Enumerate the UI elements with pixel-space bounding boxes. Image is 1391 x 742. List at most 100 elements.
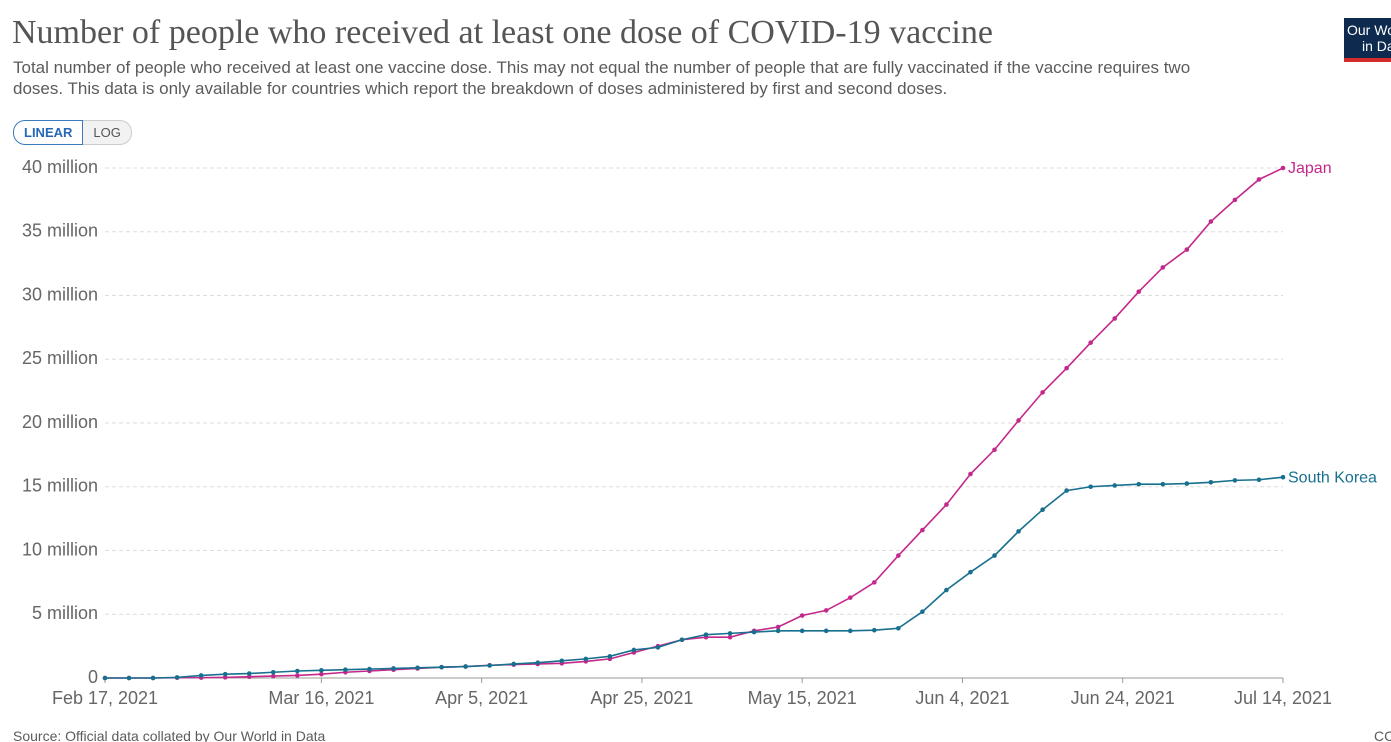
data-point [1136,481,1142,487]
data-point [1184,481,1190,486]
y-tick-label: 10 million [22,539,98,559]
data-point [295,673,300,678]
y-tick-label: 35 million [22,221,98,241]
data-point [270,673,276,679]
data-point [703,632,709,637]
log-button[interactable]: LOG [83,120,132,145]
data-point [391,666,396,671]
data-point [1184,247,1190,252]
y-tick-label: 0 [88,667,98,687]
data-point [270,669,276,675]
data-point [559,658,565,664]
data-point [920,609,925,614]
y-tick-label: 5 million [32,603,98,623]
data-point [246,674,252,680]
y-tick-label: 25 million [22,348,98,368]
logo-text: in Data [1362,38,1391,54]
x-tick-label: Feb 17, 2021 [52,688,158,708]
data-point [319,671,324,677]
data-point [1208,479,1214,485]
data-point [1208,219,1214,224]
data-point [607,654,613,659]
data-point [775,624,781,630]
x-tick-label: May 15, 2021 [748,688,857,708]
data-point [1112,483,1118,488]
y-tick-label: 40 million [22,157,98,177]
data-point [439,664,444,670]
data-point [823,608,829,613]
series-line [105,167,1284,679]
x-tick-label: Mar 16, 2021 [268,688,374,708]
data-point [1160,481,1166,487]
data-point [872,580,877,585]
data-point [968,569,973,575]
x-tick-label: Jun 4, 2021 [915,688,1009,708]
data-point [535,660,541,665]
data-point [896,625,901,631]
data-point [1040,507,1045,512]
logo-text: Our World [1347,22,1391,38]
data-point [222,671,228,677]
series-label: South Korea [1288,469,1377,486]
x-tick-label: Jul 14, 2021 [1234,688,1332,708]
data-point [1016,529,1021,534]
data-point [415,665,420,671]
data-point [343,667,348,673]
data-point [679,637,685,643]
data-point [1280,165,1286,171]
y-tick-label: 20 million [22,412,98,432]
data-point [295,668,300,674]
data-point [102,675,108,681]
data-point [727,631,733,636]
linear-button[interactable]: LINEAR [13,120,84,145]
license[interactable]: CC BY [1374,728,1391,742]
data-point [1136,289,1142,294]
data-point [198,673,204,678]
data-point [150,675,156,681]
data-point [1016,418,1021,423]
data-point [872,627,877,633]
data-point [1280,474,1286,480]
data-point [631,647,637,653]
data-point [222,675,228,680]
data-point [1256,477,1262,483]
data-point [896,553,901,558]
x-tick-label: Apr 25, 2021 [590,688,693,708]
data-point [920,527,925,533]
data-point [751,629,757,635]
logo[interactable]: Our World in Data [1344,18,1391,62]
data-point [463,664,468,669]
series-label: Japan [1288,160,1332,177]
data-point [319,668,324,673]
data-point [847,628,853,634]
data-point [727,634,733,640]
data-point [1088,340,1093,345]
data-point [799,613,805,618]
scale-toggle: LINEAR LOG [13,120,132,145]
data-point [992,553,997,558]
data-point [1232,197,1238,203]
data-point [775,628,781,634]
data-point [823,628,829,634]
data-point [583,656,589,662]
data-point [487,663,492,668]
source: Source: Official data collated by Our Wo… [13,728,326,742]
data-point [367,666,372,672]
data-point [655,645,661,650]
chart-title: Number of people who received at least o… [12,14,993,51]
y-tick-label: 15 million [22,476,98,496]
data-point [1232,478,1238,483]
data-point [246,671,252,676]
data-point [1112,316,1118,321]
series-line [105,476,1284,679]
x-tick-label: Apr 5, 2021 [435,688,528,708]
data-point [1160,265,1166,270]
chart-subtitle: Total number of people who received at l… [13,58,1191,98]
data-point [944,587,949,593]
data-point [944,502,949,507]
y-tick-label: 30 million [22,284,98,304]
data-point [126,675,132,681]
x-tick-label: Jun 24, 2021 [1071,688,1175,708]
